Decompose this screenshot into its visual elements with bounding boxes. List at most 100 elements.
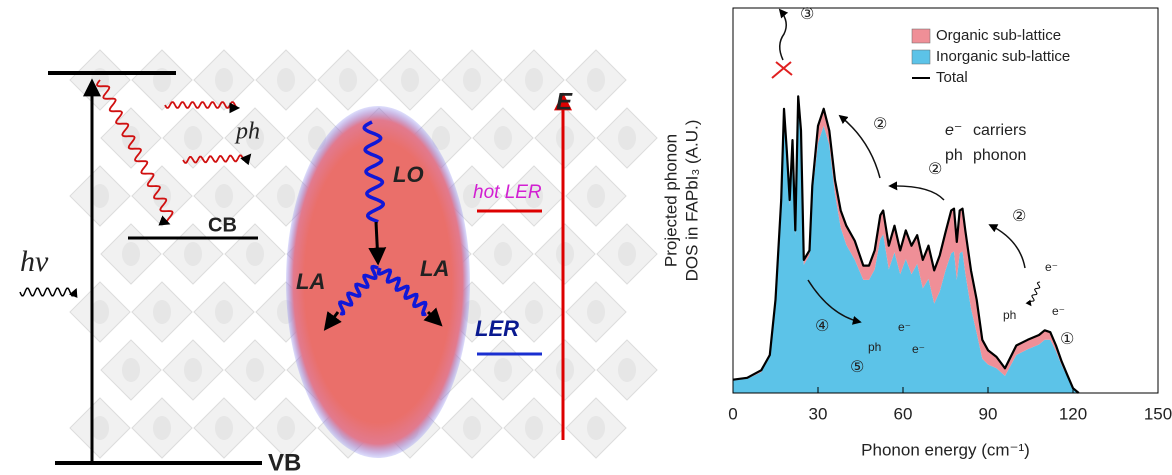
wave: [337, 264, 379, 316]
wave: [164, 101, 241, 114]
x-axis-label: Phonon energy (cm⁻¹): [861, 440, 1030, 459]
annotation: ph: [868, 340, 881, 354]
lattice-atom: [215, 416, 233, 440]
lattice-atom: [556, 126, 574, 150]
lattice-atom: [215, 184, 233, 208]
lattice-atom: [587, 184, 605, 208]
chart: 0 30 60 90 120 150 Phonon energy (cm⁻¹) Project…: [661, 7, 1172, 459]
wave: [362, 120, 385, 224]
lattice-atom: [184, 242, 202, 266]
ph-label: ph: [234, 119, 260, 145]
lo-arrow: [368, 221, 387, 266]
lattice-atom: [122, 126, 140, 150]
wave: [1025, 281, 1041, 307]
annotation: ②: [1012, 208, 1026, 225]
x-tick-label: 30: [809, 404, 828, 423]
lattice-atom: [91, 416, 109, 440]
lattice-atom: [587, 416, 605, 440]
lattice-atom: [246, 126, 264, 150]
energy-label: E: [556, 88, 573, 115]
lattice-atom: [401, 68, 419, 92]
vb-label: VB: [268, 449, 301, 475]
x-tick-label: 120: [1059, 404, 1087, 423]
lattice-atom: [246, 358, 264, 382]
lattice-atom: [494, 126, 512, 150]
lattice-atom: [215, 68, 233, 92]
lattice-atom: [556, 242, 574, 266]
legend-swatch: [911, 28, 931, 44]
lattice-atom: [246, 242, 264, 266]
lattice-atom: [432, 126, 450, 150]
lattice-atom: [587, 68, 605, 92]
y-axis-label: DOS in FAPbI₃ (A.U.): [682, 120, 701, 282]
lattice-atom: [463, 184, 481, 208]
wave: [182, 153, 252, 166]
annotation: carriers: [973, 122, 1026, 139]
annotation: ①: [1060, 331, 1074, 348]
area: [733, 96, 1079, 394]
x-tick-label: 150: [1144, 404, 1172, 423]
lattice-atom: [277, 184, 295, 208]
lattice-atom: [184, 358, 202, 382]
annotation: ph: [1003, 308, 1016, 322]
hv-label: hν: [20, 245, 49, 278]
annotation: e⁻: [1052, 304, 1065, 318]
lattice-atom: [277, 68, 295, 92]
legend-label: Total: [936, 69, 968, 86]
wave-group: [19, 79, 1041, 344]
phonon-cloud: [286, 106, 470, 458]
lattice-atom: [494, 242, 512, 266]
lattice-atom: [556, 358, 574, 382]
annotation: e⁻: [912, 342, 925, 356]
chart-arrows: [771, 8, 1026, 325]
lattice-atom: [618, 242, 636, 266]
ler-label: LER: [475, 316, 519, 341]
la-arrow: [423, 307, 443, 327]
annotation: e⁻: [1045, 260, 1058, 274]
lattice-atom: [91, 184, 109, 208]
lattice-atom: [122, 358, 140, 382]
la-arrow: [323, 311, 342, 331]
cb-label: CB: [208, 214, 237, 236]
wave: [96, 79, 174, 226]
lattice-atom: [122, 242, 140, 266]
la-left-label: LA: [296, 269, 325, 294]
line: [732, 95, 1080, 394]
lattice-atom: [215, 300, 233, 324]
lattice-atom: [525, 416, 543, 440]
lattice-atom: [525, 68, 543, 92]
lattice-atom: [525, 300, 543, 324]
annotation: e⁻: [898, 320, 911, 334]
la-right-label: LA: [420, 256, 449, 281]
lattice-atom: [525, 184, 543, 208]
legend-swatch: [911, 49, 931, 65]
hot-ler-label: hot LER: [473, 182, 542, 203]
lattice-atom: [587, 300, 605, 324]
wave: [376, 267, 428, 317]
legend-label: Organic sub-lattice: [936, 27, 1061, 44]
annotation: ②: [873, 116, 887, 133]
plot-frame: [732, 7, 1159, 394]
x-tick-label: 60: [894, 404, 913, 423]
lattice-atom: [184, 126, 202, 150]
annotation: ③: [800, 6, 814, 23]
lattice-atom: [153, 300, 171, 324]
lattice-atom: [463, 68, 481, 92]
annotation: ④: [815, 318, 829, 335]
wave: [19, 287, 78, 298]
chart-annotations: ③ ② ② ② ① ④ ⑤ e⁻ carriers ph phonon ph e…: [800, 6, 1074, 376]
lattice-atom: [153, 184, 171, 208]
annotation: ph: [945, 147, 963, 164]
lattice-atom: [618, 126, 636, 150]
annotation: ②: [928, 161, 942, 178]
lattice-atom: [91, 300, 109, 324]
lattice-atom: [277, 416, 295, 440]
annotation: ⑤: [850, 359, 864, 376]
area: [733, 102, 1079, 393]
lattice-atom: [494, 358, 512, 382]
x-tick-label: 0: [728, 404, 737, 423]
annotation: phonon: [973, 147, 1026, 164]
lattice-atom: [463, 416, 481, 440]
